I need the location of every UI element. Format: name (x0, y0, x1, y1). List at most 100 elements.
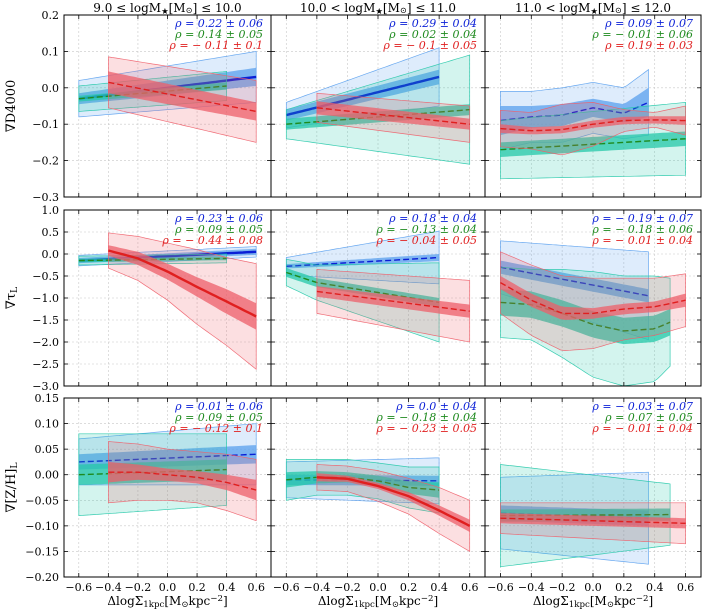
green-series-line (286, 476, 440, 491)
x-tick-label: 0.0 (159, 581, 177, 594)
y-axis-label: ∇[Z/H]L (4, 462, 20, 512)
x-axis-label-part: 1kpc (569, 600, 590, 610)
y-tick-label: 0.10 (35, 418, 60, 431)
y-tick-label: 0.1 (42, 45, 60, 58)
plot-area (285, 457, 471, 553)
red-series-line (108, 471, 257, 491)
rho-annotation: ρ = − 0.19 ± 0.07 (591, 212, 693, 225)
red-inner-band (500, 276, 686, 320)
x-axis-label-part: ] (223, 594, 228, 608)
rho-annotation: ρ = 0.02 ± 0.04 (388, 28, 477, 41)
y-tick-label: −0.5 (32, 270, 59, 283)
red-series-line (316, 476, 471, 527)
y-axis-label-part: ∇τ (4, 293, 19, 309)
panel-r0-c2: ρ = 0.09 ± 0.07ρ = − 0.01 ± 0.06ρ = 0.19… (484, 14, 702, 198)
plot-area (78, 423, 257, 522)
plot-area (500, 240, 686, 386)
rho-annotation: ρ = 0.09 ± 0.05 (174, 411, 263, 424)
y-tick-label: 0.2 (42, 9, 60, 22)
y-tick-label: 0.0 (42, 248, 60, 261)
plot-area (78, 50, 257, 143)
x-axis-label-part: kpc (614, 594, 636, 608)
x-axis-label-part: −2 (210, 594, 223, 604)
column-title-part: ] ≤ 11.0 (407, 1, 456, 15)
x-axis-label-part: kpc (399, 594, 421, 608)
red-outer-band (500, 251, 686, 351)
column-title-part: [M (169, 1, 186, 15)
y-tick-label: −2.0 (32, 336, 59, 349)
panel-r2-c0: −0.20 −0.15 −0.10 −0.05 0.00 0.05 0.10 0.15 −0.6… (25, 392, 272, 594)
x-tick-label: −0.6 (65, 581, 92, 594)
rho-annotation: ρ = 0.07 ± 0.05 (604, 411, 693, 424)
x-tick-label: −0.4 (518, 581, 545, 594)
rho-annotation: ρ = − 0.01 ± 0.06 (591, 28, 693, 41)
x-tick-label: 0.6 (247, 581, 265, 594)
red-series-line (500, 517, 686, 524)
plot-area (500, 464, 686, 568)
x-tick-label: 0.2 (400, 581, 418, 594)
x-tick-label: 0.0 (369, 581, 387, 594)
red-series-line (316, 107, 470, 125)
y-tick-label: −1.5 (32, 314, 59, 327)
x-axis-label-part: [M (375, 594, 392, 608)
red-inner-band (108, 245, 257, 330)
blue-series-line (500, 101, 649, 122)
red-inner-band (108, 71, 257, 121)
x-tick-label: −0.2 (549, 581, 576, 594)
x-tick-label: −0.2 (334, 581, 361, 594)
y-tick-label: −0.10 (25, 520, 59, 533)
green-series-line (500, 138, 686, 151)
plot-area (285, 47, 471, 165)
y-axis-label-part: ∇D4000 (4, 80, 19, 133)
y-axis-label-part: L (9, 462, 20, 468)
y-tick-label: −0.3 (32, 191, 59, 204)
column-title-part: ] ≤ 12.0 (622, 1, 671, 15)
y-tick-label: −1.0 (32, 292, 59, 305)
rho-annotation: ρ = − 0.44 ± 0.08 (161, 234, 263, 247)
x-axis-label-part: ΔlogΣ (318, 594, 354, 608)
red-series-line (500, 281, 686, 315)
y-tick-label: 0.0 (42, 82, 60, 95)
x-axis-label-part: ] (648, 594, 653, 608)
rho-annotation: ρ = − 0.11 ± 0.1 (168, 39, 263, 52)
x-axis-label-part: [M (164, 594, 181, 608)
y-tick-label: −0.2 (32, 155, 59, 168)
y-tick-label: 1.0 (42, 204, 60, 217)
y-tick-label: −3.0 (32, 380, 59, 393)
y-tick-label: 0.5 (42, 226, 60, 239)
x-axis-label-part: ⊙ (392, 600, 399, 610)
red-series-line (108, 81, 257, 113)
x-axis-label-part: [M (590, 594, 607, 608)
panel-r2-c1: −0.6 −0.4 −0.2 0.0 0.2 0.4 0.6ρ = 0.0 ± 0.04ρ … (270, 397, 486, 594)
x-tick-label: −0.4 (303, 581, 330, 594)
y-axis-label: ∇D4000 (4, 80, 19, 133)
blue-series-line (286, 256, 440, 267)
rho-annotation: ρ = − 0.03 ± 0.07 (591, 400, 693, 413)
column-title-part: ⊙ (615, 5, 622, 15)
panel-r2-c2: −0.6 −0.4 −0.2 0.0 0.2 0.4 0.6 ρ = − 0.03 ± 0.0… (484, 397, 702, 594)
x-axis-label-part: 1kpc (354, 600, 375, 610)
column-title: 11.0 < logM★[M⊙] ≤ 12.0 (515, 1, 671, 16)
column-title-part: ⊙ (400, 5, 407, 15)
y-tick-label: −0.15 (25, 545, 59, 558)
x-axis-label: ΔlogΣ1kpc[M⊙kpc−2] (107, 594, 227, 610)
rho-annotation: ρ = − 0.23 ± 0.05 (375, 422, 477, 435)
rho-annotation: ρ = − 0.04 ± 0.05 (375, 234, 477, 247)
rho-annotation: ρ = − 0.12 ± 0.1 (168, 422, 263, 435)
blue-inner-band (500, 87, 649, 136)
rho-annotation: ρ = 0.29 ± 0.04 (388, 17, 477, 30)
y-tick-label: −2.5 (32, 358, 59, 371)
plot-area (78, 232, 257, 371)
x-tick-label: −0.6 (273, 581, 300, 594)
column-title-part: [M (598, 1, 615, 15)
red-outer-band (316, 464, 471, 553)
rho-annotation: ρ = − 0.01 ± 0.04 (591, 422, 693, 435)
column-title-part: ⊙ (186, 5, 193, 15)
y-tick-label: 0.15 (35, 392, 60, 405)
column-title-part: ★ (161, 6, 169, 16)
rho-annotation: ρ = 0.23 ± 0.06 (174, 212, 263, 225)
x-tick-label: 0.4 (646, 581, 664, 594)
column-title-part: 9.0 ≤ logM (93, 1, 161, 15)
red-series-line (316, 290, 470, 312)
x-axis-label-part: ΔlogΣ (107, 594, 143, 608)
